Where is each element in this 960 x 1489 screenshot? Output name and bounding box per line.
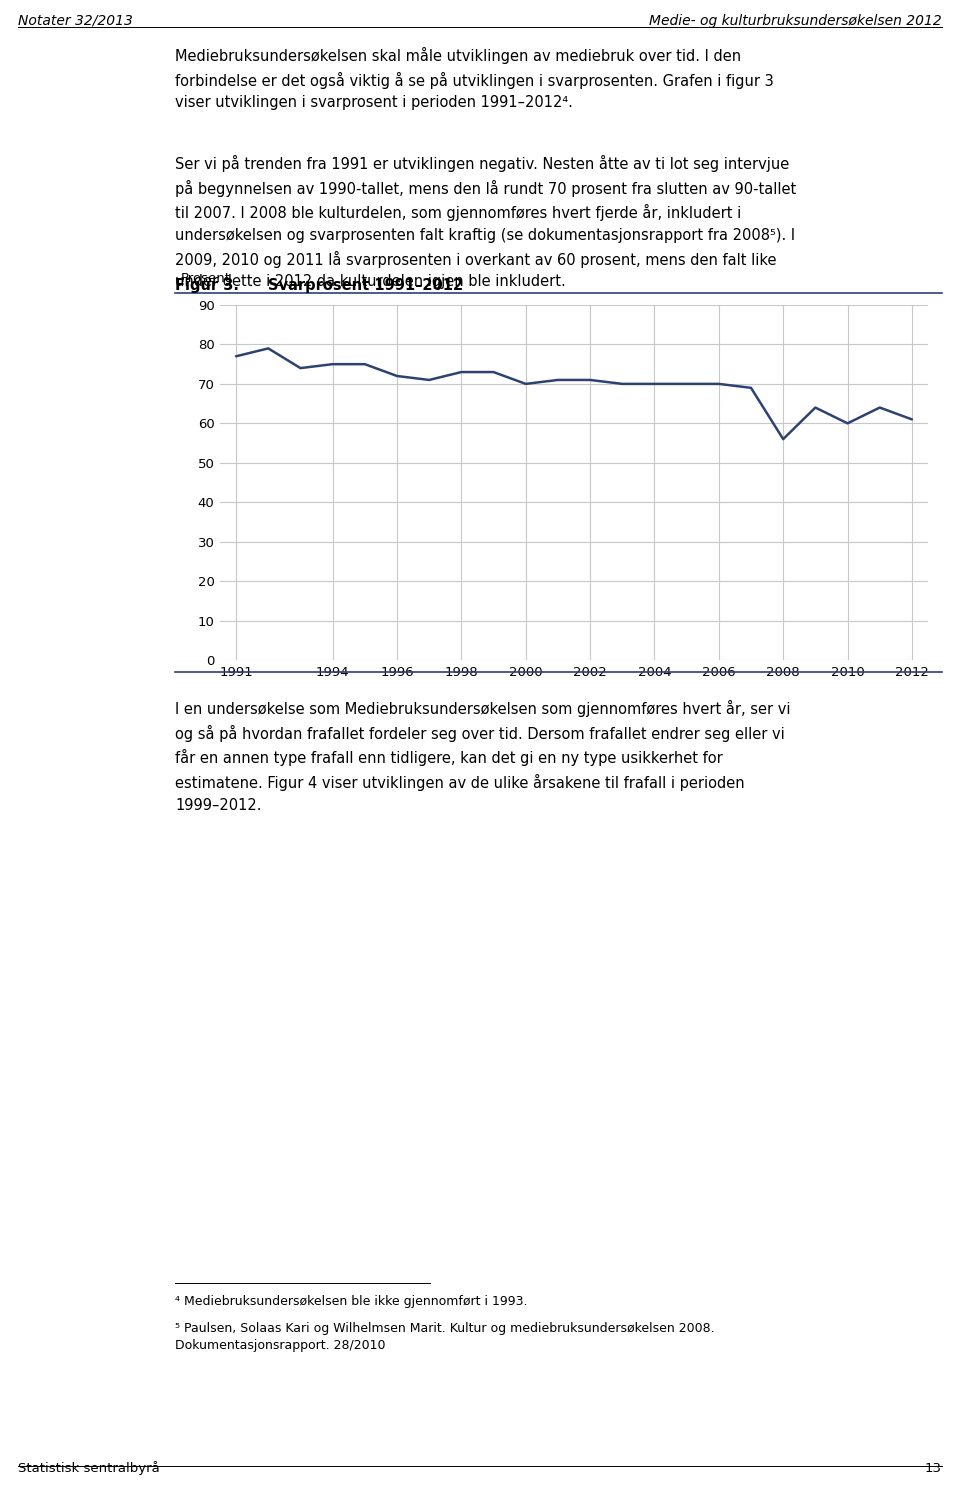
Text: Notater 32/2013: Notater 32/2013 [18,13,132,28]
Text: Figur 3.: Figur 3. [175,278,239,293]
Text: Prosent: Prosent [181,272,231,286]
Text: Mediebruksundersøkelsen skal måle utviklingen av mediebruk over tid. I den
forbi: Mediebruksundersøkelsen skal måle utvikl… [175,48,774,110]
Text: Statistisk sentralbyrå: Statistisk sentralbyrå [18,1461,159,1476]
Text: Ser vi på trenden fra 1991 er utviklingen negativ. Nesten åtte av ti lot seg int: Ser vi på trenden fra 1991 er utviklinge… [175,155,796,289]
Text: 13: 13 [925,1462,942,1476]
Text: Svarprosent 1991–2012: Svarprosent 1991–2012 [268,278,463,293]
Text: Medie- og kulturbruksundersøkelsen 2012: Medie- og kulturbruksundersøkelsen 2012 [649,13,942,28]
Text: ⁴ Mediebruksundersøkelsen ble ikke gjennomført i 1993.: ⁴ Mediebruksundersøkelsen ble ikke gjenn… [175,1295,527,1307]
Text: ⁵ Paulsen, Solaas Kari og Wilhelmsen Marit. Kultur og mediebruksundersøkelsen 20: ⁵ Paulsen, Solaas Kari og Wilhelmsen Mar… [175,1322,714,1352]
Text: I en undersøkelse som Mediebruksundersøkelsen som gjennomføres hvert år, ser vi
: I en undersøkelse som Mediebruksundersøk… [175,700,790,813]
